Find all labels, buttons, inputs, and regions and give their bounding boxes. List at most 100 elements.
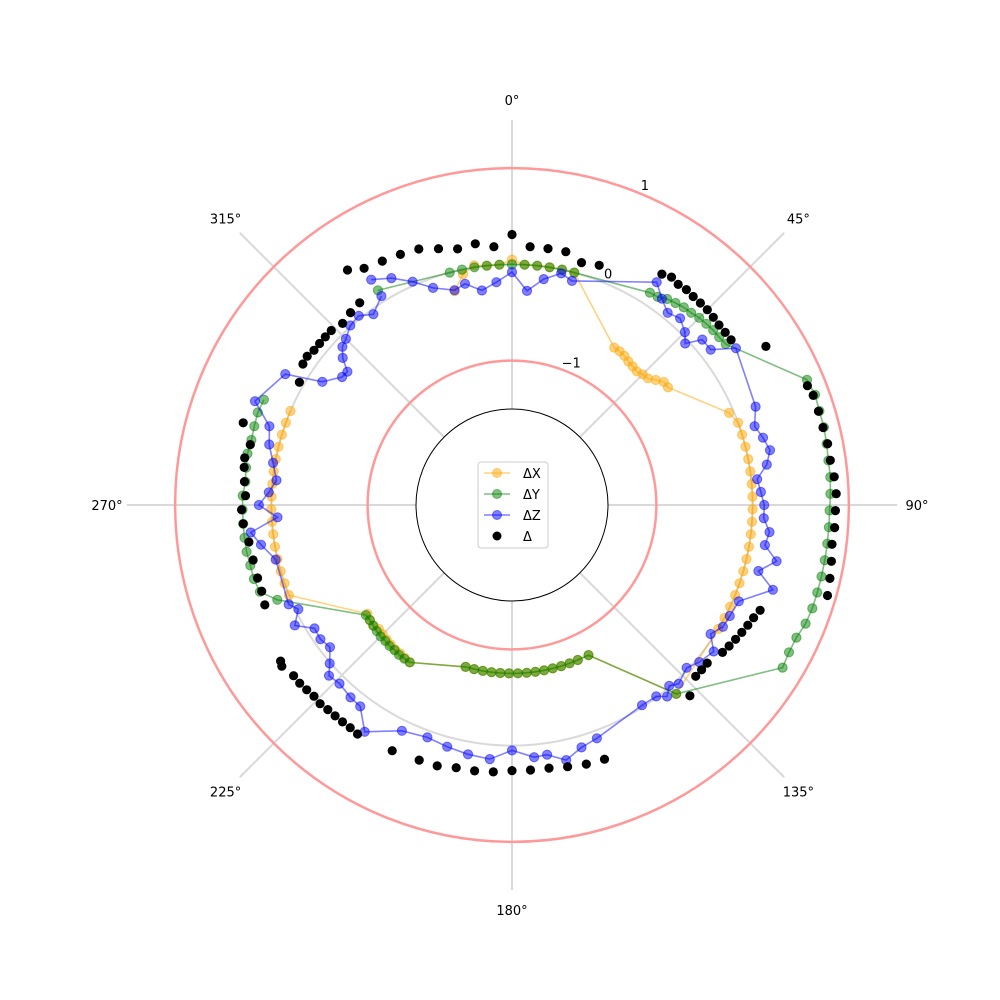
data-point-d	[453, 244, 463, 254]
data-point-dz	[708, 646, 719, 657]
legend-entry-dz: ΔZ	[484, 509, 541, 524]
data-point-dz	[705, 628, 716, 640]
data-point-dy	[783, 647, 795, 658]
data-point-d	[330, 711, 340, 721]
data-point-d	[295, 678, 305, 688]
data-point-d	[726, 335, 736, 345]
data-point-dz	[407, 276, 418, 287]
data-point-d	[338, 318, 348, 328]
legend-entry-d: Δ	[492, 530, 532, 545]
data-point-dz	[342, 366, 353, 377]
data-point-dz	[368, 309, 379, 320]
data-point-d	[755, 605, 765, 615]
data-point-dz	[757, 432, 769, 443]
data-point-d	[488, 767, 498, 777]
data-point-d	[414, 755, 424, 765]
data-point-d	[831, 489, 841, 499]
data-point-d	[823, 439, 833, 449]
data-point-dy	[644, 287, 656, 298]
data-point-dx	[743, 454, 754, 465]
data-point-d	[581, 759, 591, 769]
data-point-dz	[591, 733, 603, 744]
data-point-d	[432, 761, 442, 771]
data-point-dx	[733, 417, 744, 428]
data-point-d	[507, 229, 517, 240]
data-point-dz	[771, 556, 782, 567]
data-point-dx	[737, 429, 748, 440]
data-point-dy	[569, 267, 580, 278]
data-point-d	[825, 573, 835, 584]
data-point-dz	[542, 749, 553, 760]
data-point-d	[260, 600, 270, 610]
data-point-dz	[764, 527, 775, 538]
data-point-d	[323, 705, 333, 715]
data-point-dy	[816, 571, 827, 582]
data-point-dz	[345, 320, 356, 331]
data-point-dy	[694, 312, 705, 323]
data-point-d	[717, 647, 728, 658]
data-point-dy	[532, 260, 543, 271]
tick-labels: 0° 45° 90° 135° 180° 225° 270° 315° −1 0 1	[91, 94, 928, 919]
data-point-dy	[512, 668, 524, 679]
data-point-d	[248, 555, 258, 565]
data-point-d	[830, 523, 840, 533]
data-point-d	[320, 332, 330, 342]
data-point-dy	[249, 421, 260, 432]
data-point-dz	[529, 752, 540, 763]
data-point-dx	[745, 529, 756, 540]
data-point-d	[276, 656, 286, 666]
data-point-dz	[264, 421, 275, 432]
data-point-d	[240, 491, 251, 501]
data-point-d	[359, 263, 369, 273]
data-point-d	[239, 462, 249, 472]
data-point-dz	[761, 459, 772, 470]
data-point-dz	[323, 670, 335, 681]
data-point-dz	[249, 396, 261, 407]
data-point-d	[822, 590, 833, 601]
data-point-d	[702, 305, 712, 315]
data-point-dz	[268, 457, 279, 468]
data-point-dy	[444, 267, 455, 278]
data-point-dy	[812, 587, 823, 598]
radial-tick-label: 1	[641, 179, 649, 194]
data-point-dz	[758, 513, 769, 524]
data-point-dx	[738, 566, 749, 577]
legend-frame	[477, 461, 549, 549]
data-point-dz	[459, 278, 471, 289]
data-point-dy	[272, 594, 283, 605]
data-point-dz	[724, 610, 735, 622]
data-point-dz	[755, 486, 767, 498]
data-point-dz	[506, 267, 518, 278]
data-point-d	[238, 519, 248, 529]
data-point-dz	[673, 678, 684, 689]
data-point-d	[302, 351, 312, 361]
data-point-dx	[747, 491, 758, 502]
data-point-dy	[556, 661, 567, 672]
data-point-dx	[745, 466, 756, 477]
series-layer	[237, 229, 841, 777]
data-point-d	[688, 291, 698, 302]
legend-label-d: Δ	[523, 530, 532, 545]
data-point-dz	[538, 274, 549, 285]
data-point-dz	[764, 445, 776, 456]
data-point-dz	[396, 725, 407, 736]
data-point-d	[826, 556, 837, 566]
data-point-dx	[743, 541, 755, 552]
data-point-d	[666, 272, 677, 282]
data-point-dz	[353, 310, 364, 321]
data-point-d	[561, 247, 571, 257]
data-point-dz	[651, 277, 662, 288]
data-point-dz	[255, 539, 267, 550]
data-point-d	[315, 338, 325, 349]
data-point-d	[813, 406, 824, 416]
data-point-dz	[664, 680, 675, 692]
data-point-dx	[268, 529, 279, 540]
data-point-d	[298, 359, 308, 369]
data-point-d	[737, 627, 747, 638]
data-point-dz	[484, 754, 495, 765]
data-point-d	[470, 766, 480, 776]
radial-tick-label: −1	[562, 357, 581, 372]
data-point-dx	[740, 441, 751, 452]
data-point-dz	[767, 584, 779, 595]
